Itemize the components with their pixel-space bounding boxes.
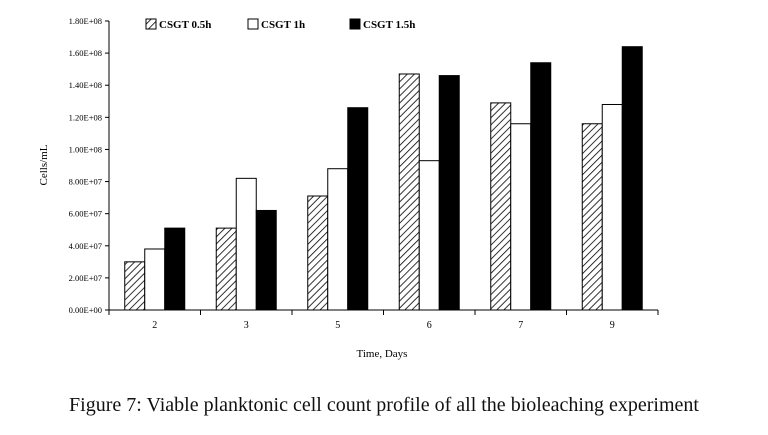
legend-label: CSGT 0.5h <box>159 19 211 31</box>
x-tick-label: 2 <box>152 320 157 331</box>
y-tick-label: 1.80E+08 <box>69 16 102 26</box>
y-tick-label: 8.00E+07 <box>69 177 102 187</box>
bar-1-5 <box>307 195 329 311</box>
y-tick-label: 1.40E+08 <box>69 80 102 90</box>
x-tick-label: 6 <box>427 320 432 331</box>
y-axis-label: Cells/mL <box>38 144 50 185</box>
bar-1-7 <box>490 102 512 311</box>
legend-swatch <box>349 18 361 30</box>
legend: CSGT 0.5h CSGT 1h CSGT 1.5h <box>145 18 415 31</box>
bar-2-6 <box>418 160 440 311</box>
y-tick-label: 2.00E+07 <box>69 273 102 283</box>
bar-3-6 <box>438 75 460 311</box>
legend-swatch <box>247 18 259 30</box>
x-axis-categories: 2 3 5 6 7 9 <box>108 310 659 331</box>
y-tick-label: 1.20E+08 <box>69 112 102 122</box>
bar-3-5 <box>347 107 369 311</box>
bar-2-3 <box>235 177 257 311</box>
y-axis-ticks: 0.00E+00 2.00E+07 4.00E+07 6.00E+07 8.00E+07… <box>69 16 109 315</box>
bar-3-7 <box>530 62 552 311</box>
bar-3-2 <box>164 227 186 311</box>
legend-swatch <box>145 18 157 30</box>
bar-2-7 <box>510 123 532 311</box>
x-tick-label: 5 <box>335 320 340 331</box>
legend-label: CSGT 1h <box>261 19 305 31</box>
y-tick-label: 4.00E+07 <box>69 241 102 251</box>
bar-3-3 <box>255 209 277 311</box>
x-tick-label: 9 <box>610 320 615 331</box>
x-tick-label: 7 <box>518 320 523 331</box>
bar-1-6 <box>398 73 420 311</box>
bar-2-5 <box>327 168 349 311</box>
bar-1-9 <box>581 123 603 311</box>
x-axis-label: Time, Days <box>357 348 408 360</box>
bar-1-2 <box>124 261 146 311</box>
legend-label: CSGT 1.5h <box>363 19 415 31</box>
y-tick-label: 6.00E+07 <box>69 209 102 219</box>
y-tick-label: 0.00E+00 <box>69 305 102 315</box>
y-tick-label: 1.00E+08 <box>69 144 102 154</box>
bar-2-2 <box>144 248 166 311</box>
y-tick-label: 1.60E+08 <box>69 48 102 58</box>
plot-area <box>108 21 658 311</box>
x-tick-label: 3 <box>244 320 249 331</box>
figure-caption: Figure 7: Viable planktonic cell count p… <box>69 394 699 416</box>
bar-3-9 <box>621 46 643 311</box>
bar-1-3 <box>215 227 237 311</box>
bar-2-9 <box>601 103 623 311</box>
